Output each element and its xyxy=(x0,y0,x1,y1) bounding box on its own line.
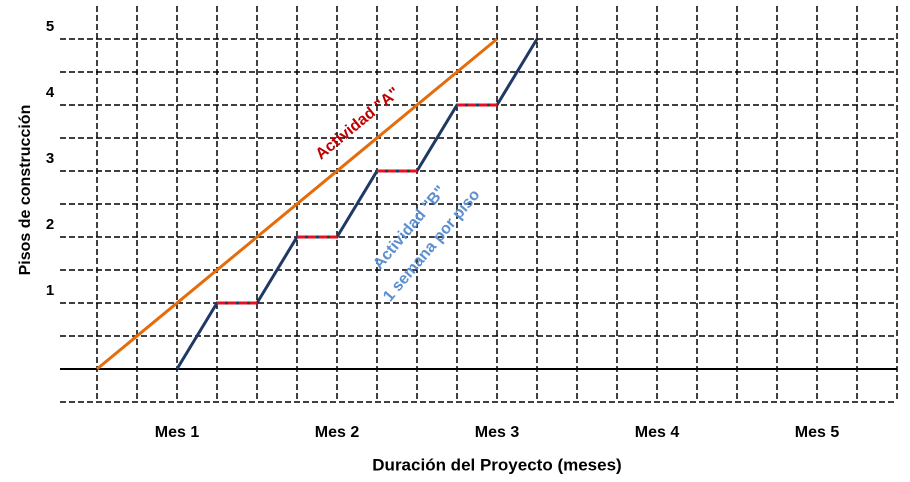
y-tick-label: 1 xyxy=(46,282,54,299)
x-category-label: Mes 4 xyxy=(635,424,680,441)
y-tick-label: 3 xyxy=(46,150,54,167)
y-tick-label: 4 xyxy=(46,84,55,101)
series-line xyxy=(96,37,498,371)
series-line xyxy=(175,38,539,370)
x-category-label: Mes 5 xyxy=(795,424,840,441)
x-category-label: Mes 3 xyxy=(475,424,520,441)
y-axis-title: Pisos de construcción xyxy=(17,105,34,276)
x-axis-title: Duración del Proyecto (meses) xyxy=(372,455,621,474)
x-category-label: Mes 2 xyxy=(315,424,360,441)
x-category-label: Mes 1 xyxy=(155,424,200,441)
y-tick-label: 2 xyxy=(46,216,54,233)
series-label: Actividad "A" xyxy=(313,84,403,163)
y-tick-label: 5 xyxy=(46,18,54,35)
